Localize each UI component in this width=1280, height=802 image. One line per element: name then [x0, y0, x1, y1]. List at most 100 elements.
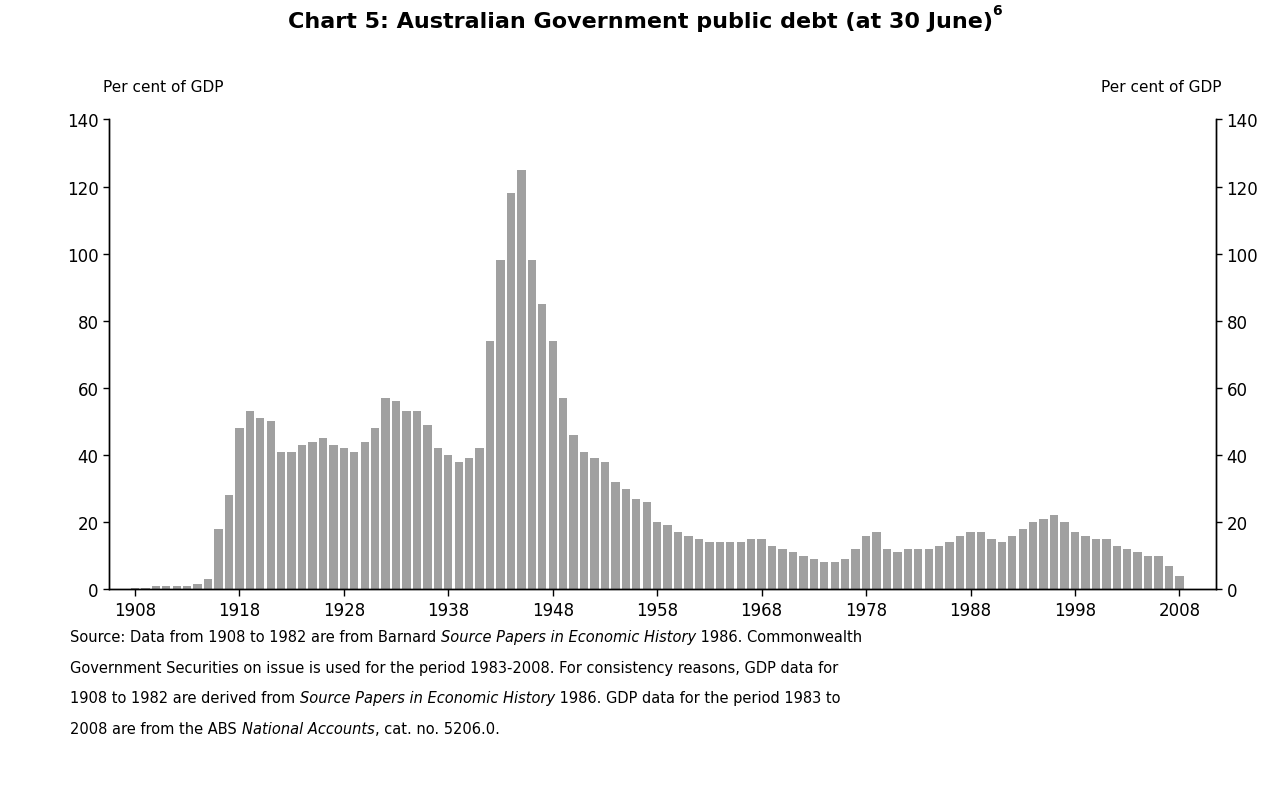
- Bar: [778, 549, 787, 589]
- Bar: [632, 499, 640, 589]
- Bar: [924, 549, 933, 589]
- Bar: [497, 261, 504, 589]
- Bar: [131, 588, 140, 589]
- Bar: [946, 542, 954, 589]
- Bar: [183, 586, 191, 589]
- Bar: [987, 539, 996, 589]
- Bar: [319, 439, 328, 589]
- Bar: [288, 452, 296, 589]
- Text: Chart 5: Australian Government public debt (at 30 June): Chart 5: Australian Government public de…: [288, 12, 992, 32]
- Bar: [266, 422, 275, 589]
- Bar: [163, 586, 170, 589]
- Bar: [1175, 576, 1184, 589]
- Bar: [663, 526, 672, 589]
- Text: 1986. GDP data for the period 1983 to: 1986. GDP data for the period 1983 to: [556, 691, 841, 706]
- Bar: [276, 452, 285, 589]
- Bar: [705, 542, 713, 589]
- Bar: [151, 586, 160, 589]
- Bar: [673, 533, 682, 589]
- Bar: [997, 542, 1006, 589]
- Text: 2008 are from the ABS: 2008 are from the ABS: [70, 721, 242, 736]
- Bar: [956, 536, 964, 589]
- Bar: [1071, 533, 1079, 589]
- Bar: [361, 442, 369, 589]
- Bar: [883, 549, 891, 589]
- Bar: [193, 585, 202, 589]
- Bar: [1009, 536, 1016, 589]
- Bar: [434, 448, 442, 589]
- Bar: [580, 452, 589, 589]
- Text: 1908 to 1982 are derived from: 1908 to 1982 are derived from: [70, 691, 300, 706]
- Bar: [402, 412, 411, 589]
- Bar: [1092, 539, 1100, 589]
- Bar: [736, 542, 745, 589]
- Bar: [1134, 553, 1142, 589]
- Bar: [966, 533, 974, 589]
- Bar: [1050, 516, 1059, 589]
- Bar: [914, 549, 923, 589]
- Bar: [465, 459, 474, 589]
- Bar: [810, 559, 818, 589]
- Bar: [1039, 519, 1048, 589]
- Bar: [748, 539, 755, 589]
- Bar: [1029, 522, 1037, 589]
- Bar: [1019, 529, 1027, 589]
- Bar: [1112, 546, 1121, 589]
- Text: 6: 6: [992, 4, 1002, 18]
- Bar: [246, 412, 253, 589]
- Bar: [851, 549, 860, 589]
- Bar: [236, 428, 243, 589]
- Bar: [590, 459, 599, 589]
- Bar: [256, 419, 265, 589]
- Bar: [841, 559, 850, 589]
- Bar: [726, 542, 735, 589]
- Bar: [214, 529, 223, 589]
- Bar: [820, 563, 828, 589]
- Bar: [538, 305, 547, 589]
- Bar: [392, 402, 401, 589]
- Bar: [559, 399, 567, 589]
- Bar: [454, 462, 463, 589]
- Bar: [788, 553, 797, 589]
- Bar: [308, 442, 316, 589]
- Bar: [517, 171, 526, 589]
- Bar: [381, 399, 390, 589]
- Bar: [685, 536, 692, 589]
- Bar: [893, 553, 901, 589]
- Bar: [600, 462, 609, 589]
- Bar: [486, 342, 494, 589]
- Bar: [1155, 556, 1162, 589]
- Bar: [475, 448, 484, 589]
- Bar: [861, 536, 870, 589]
- Bar: [225, 496, 233, 589]
- Bar: [1082, 536, 1089, 589]
- Bar: [831, 563, 838, 589]
- Bar: [612, 482, 620, 589]
- Bar: [173, 586, 180, 589]
- Bar: [371, 428, 379, 589]
- Bar: [758, 539, 765, 589]
- Bar: [1165, 566, 1174, 589]
- Text: Source Papers in Economic History: Source Papers in Economic History: [300, 691, 556, 706]
- Bar: [507, 194, 515, 589]
- Bar: [339, 448, 348, 589]
- Text: , cat. no. 5206.0.: , cat. no. 5206.0.: [375, 721, 499, 736]
- Bar: [527, 261, 536, 589]
- Bar: [351, 452, 358, 589]
- Bar: [444, 456, 452, 589]
- Bar: [904, 549, 913, 589]
- Bar: [204, 579, 212, 589]
- Text: Government Securities on issue is used for the period 1983-2008. For consistency: Government Securities on issue is used f…: [70, 660, 838, 675]
- Text: Source Papers in Economic History: Source Papers in Economic History: [442, 630, 696, 645]
- Bar: [1102, 539, 1111, 589]
- Bar: [424, 425, 431, 589]
- Bar: [549, 342, 557, 589]
- Bar: [1123, 549, 1132, 589]
- Bar: [977, 533, 986, 589]
- Bar: [716, 542, 724, 589]
- Bar: [1144, 556, 1152, 589]
- Text: National Accounts: National Accounts: [242, 721, 375, 736]
- Text: Per cent of GDP: Per cent of GDP: [104, 79, 224, 95]
- Text: Source: Data from 1908 to 1982 are from Barnard: Source: Data from 1908 to 1982 are from …: [70, 630, 442, 645]
- Bar: [570, 435, 577, 589]
